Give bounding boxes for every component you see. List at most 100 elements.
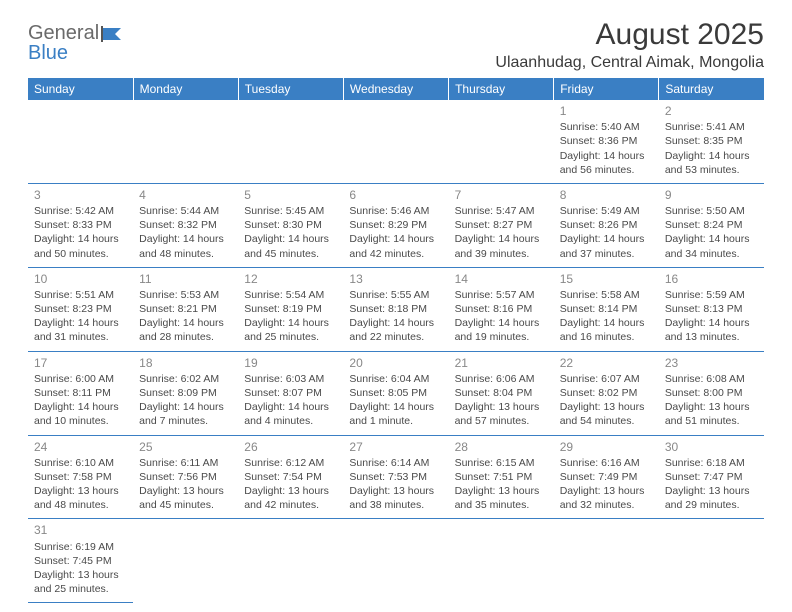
daylight-text: Daylight: 14 hours and 1 minute. bbox=[349, 400, 442, 428]
daylight-text: Daylight: 13 hours and 25 minutes. bbox=[34, 568, 127, 596]
daylight-text: Daylight: 13 hours and 32 minutes. bbox=[560, 484, 653, 512]
day-number: 19 bbox=[244, 355, 337, 371]
daylight-text: Daylight: 14 hours and 34 minutes. bbox=[665, 232, 758, 260]
sunrise-text: Sunrise: 5:49 AM bbox=[560, 204, 653, 218]
daylight-text: Daylight: 14 hours and 56 minutes. bbox=[560, 149, 653, 177]
calendar-cell: 29Sunrise: 6:16 AMSunset: 7:49 PMDayligh… bbox=[554, 435, 659, 519]
calendar-cell: 31Sunrise: 6:19 AMSunset: 7:45 PMDayligh… bbox=[28, 519, 133, 603]
sunrise-text: Sunrise: 5:41 AM bbox=[665, 120, 758, 134]
dow-header: Tuesday bbox=[238, 78, 343, 100]
sunrise-text: Sunrise: 5:40 AM bbox=[560, 120, 653, 134]
day-number: 5 bbox=[244, 187, 337, 203]
daylight-text: Daylight: 13 hours and 42 minutes. bbox=[244, 484, 337, 512]
calendar-cell: 12Sunrise: 5:54 AMSunset: 8:19 PMDayligh… bbox=[238, 267, 343, 351]
sunset-text: Sunset: 8:33 PM bbox=[34, 218, 127, 232]
daylight-text: Daylight: 14 hours and 4 minutes. bbox=[244, 400, 337, 428]
dow-header: Monday bbox=[133, 78, 238, 100]
daylight-text: Daylight: 14 hours and 25 minutes. bbox=[244, 316, 337, 344]
daylight-text: Daylight: 13 hours and 29 minutes. bbox=[665, 484, 758, 512]
daylight-text: Daylight: 13 hours and 38 minutes. bbox=[349, 484, 442, 512]
sunset-text: Sunset: 8:21 PM bbox=[139, 302, 232, 316]
dow-header: Sunday bbox=[28, 78, 133, 100]
calendar-cell bbox=[238, 519, 343, 603]
daylight-text: Daylight: 13 hours and 48 minutes. bbox=[34, 484, 127, 512]
day-number: 23 bbox=[665, 355, 758, 371]
sunrise-text: Sunrise: 5:46 AM bbox=[349, 204, 442, 218]
day-number: 7 bbox=[455, 187, 548, 203]
day-number: 1 bbox=[560, 103, 653, 119]
header: General August 2025 Ulaanhudag, Central … bbox=[28, 18, 764, 72]
calendar-cell: 28Sunrise: 6:15 AMSunset: 7:51 PMDayligh… bbox=[449, 435, 554, 519]
dow-header: Friday bbox=[554, 78, 659, 100]
calendar-cell: 14Sunrise: 5:57 AMSunset: 8:16 PMDayligh… bbox=[449, 267, 554, 351]
sunset-text: Sunset: 8:13 PM bbox=[665, 302, 758, 316]
day-number: 9 bbox=[665, 187, 758, 203]
sunrise-text: Sunrise: 6:11 AM bbox=[139, 456, 232, 470]
sunset-text: Sunset: 8:07 PM bbox=[244, 386, 337, 400]
sunrise-text: Sunrise: 5:45 AM bbox=[244, 204, 337, 218]
daylight-text: Daylight: 14 hours and 28 minutes. bbox=[139, 316, 232, 344]
day-number: 26 bbox=[244, 439, 337, 455]
calendar-row: 24Sunrise: 6:10 AMSunset: 7:58 PMDayligh… bbox=[28, 435, 764, 519]
calendar-header-row: Sunday Monday Tuesday Wednesday Thursday… bbox=[28, 78, 764, 100]
day-number: 6 bbox=[349, 187, 442, 203]
calendar-cell bbox=[659, 519, 764, 603]
daylight-text: Daylight: 14 hours and 37 minutes. bbox=[560, 232, 653, 260]
calendar-cell: 18Sunrise: 6:02 AMSunset: 8:09 PMDayligh… bbox=[133, 351, 238, 435]
calendar-cell bbox=[133, 519, 238, 603]
calendar-cell: 11Sunrise: 5:53 AMSunset: 8:21 PMDayligh… bbox=[133, 267, 238, 351]
daylight-text: Daylight: 13 hours and 51 minutes. bbox=[665, 400, 758, 428]
calendar-cell: 4Sunrise: 5:44 AMSunset: 8:32 PMDaylight… bbox=[133, 183, 238, 267]
sunset-text: Sunset: 8:36 PM bbox=[560, 134, 653, 148]
sunset-text: Sunset: 8:23 PM bbox=[34, 302, 127, 316]
sunrise-text: Sunrise: 6:08 AM bbox=[665, 372, 758, 386]
calendar-cell: 20Sunrise: 6:04 AMSunset: 8:05 PMDayligh… bbox=[343, 351, 448, 435]
sunset-text: Sunset: 8:00 PM bbox=[665, 386, 758, 400]
sunset-text: Sunset: 8:14 PM bbox=[560, 302, 653, 316]
calendar-row: 10Sunrise: 5:51 AMSunset: 8:23 PMDayligh… bbox=[28, 267, 764, 351]
calendar-row: 3Sunrise: 5:42 AMSunset: 8:33 PMDaylight… bbox=[28, 183, 764, 267]
calendar-cell bbox=[28, 100, 133, 183]
sunset-text: Sunset: 7:47 PM bbox=[665, 470, 758, 484]
daylight-text: Daylight: 14 hours and 50 minutes. bbox=[34, 232, 127, 260]
calendar-row: 17Sunrise: 6:00 AMSunset: 8:11 PMDayligh… bbox=[28, 351, 764, 435]
daylight-text: Daylight: 14 hours and 48 minutes. bbox=[139, 232, 232, 260]
calendar-cell: 24Sunrise: 6:10 AMSunset: 7:58 PMDayligh… bbox=[28, 435, 133, 519]
sunset-text: Sunset: 8:02 PM bbox=[560, 386, 653, 400]
month-title: August 2025 bbox=[495, 18, 764, 52]
title-block: August 2025 Ulaanhudag, Central Aimak, M… bbox=[495, 18, 764, 72]
sunrise-text: Sunrise: 6:07 AM bbox=[560, 372, 653, 386]
sunrise-text: Sunrise: 6:14 AM bbox=[349, 456, 442, 470]
calendar-cell: 22Sunrise: 6:07 AMSunset: 8:02 PMDayligh… bbox=[554, 351, 659, 435]
day-number: 30 bbox=[665, 439, 758, 455]
calendar-cell: 2Sunrise: 5:41 AMSunset: 8:35 PMDaylight… bbox=[659, 100, 764, 183]
sunset-text: Sunset: 8:16 PM bbox=[455, 302, 548, 316]
day-number: 24 bbox=[34, 439, 127, 455]
sunrise-text: Sunrise: 5:47 AM bbox=[455, 204, 548, 218]
sunset-text: Sunset: 7:49 PM bbox=[560, 470, 653, 484]
day-number: 3 bbox=[34, 187, 127, 203]
day-number: 18 bbox=[139, 355, 232, 371]
sunset-text: Sunset: 8:26 PM bbox=[560, 218, 653, 232]
sunset-text: Sunset: 7:51 PM bbox=[455, 470, 548, 484]
calendar-cell: 16Sunrise: 5:59 AMSunset: 8:13 PMDayligh… bbox=[659, 267, 764, 351]
day-number: 21 bbox=[455, 355, 548, 371]
day-number: 10 bbox=[34, 271, 127, 287]
day-number: 22 bbox=[560, 355, 653, 371]
daylight-text: Daylight: 14 hours and 22 minutes. bbox=[349, 316, 442, 344]
day-number: 2 bbox=[665, 103, 758, 119]
daylight-text: Daylight: 14 hours and 39 minutes. bbox=[455, 232, 548, 260]
calendar-cell: 30Sunrise: 6:18 AMSunset: 7:47 PMDayligh… bbox=[659, 435, 764, 519]
sunrise-text: Sunrise: 6:02 AM bbox=[139, 372, 232, 386]
sunrise-text: Sunrise: 6:10 AM bbox=[34, 456, 127, 470]
calendar-cell: 21Sunrise: 6:06 AMSunset: 8:04 PMDayligh… bbox=[449, 351, 554, 435]
calendar-cell bbox=[343, 519, 448, 603]
daylight-text: Daylight: 13 hours and 45 minutes. bbox=[139, 484, 232, 512]
calendar-cell: 5Sunrise: 5:45 AMSunset: 8:30 PMDaylight… bbox=[238, 183, 343, 267]
daylight-text: Daylight: 13 hours and 57 minutes. bbox=[455, 400, 548, 428]
sunrise-text: Sunrise: 5:50 AM bbox=[665, 204, 758, 218]
daylight-text: Daylight: 14 hours and 10 minutes. bbox=[34, 400, 127, 428]
sunset-text: Sunset: 8:05 PM bbox=[349, 386, 442, 400]
sunset-text: Sunset: 7:58 PM bbox=[34, 470, 127, 484]
daylight-text: Daylight: 14 hours and 45 minutes. bbox=[244, 232, 337, 260]
